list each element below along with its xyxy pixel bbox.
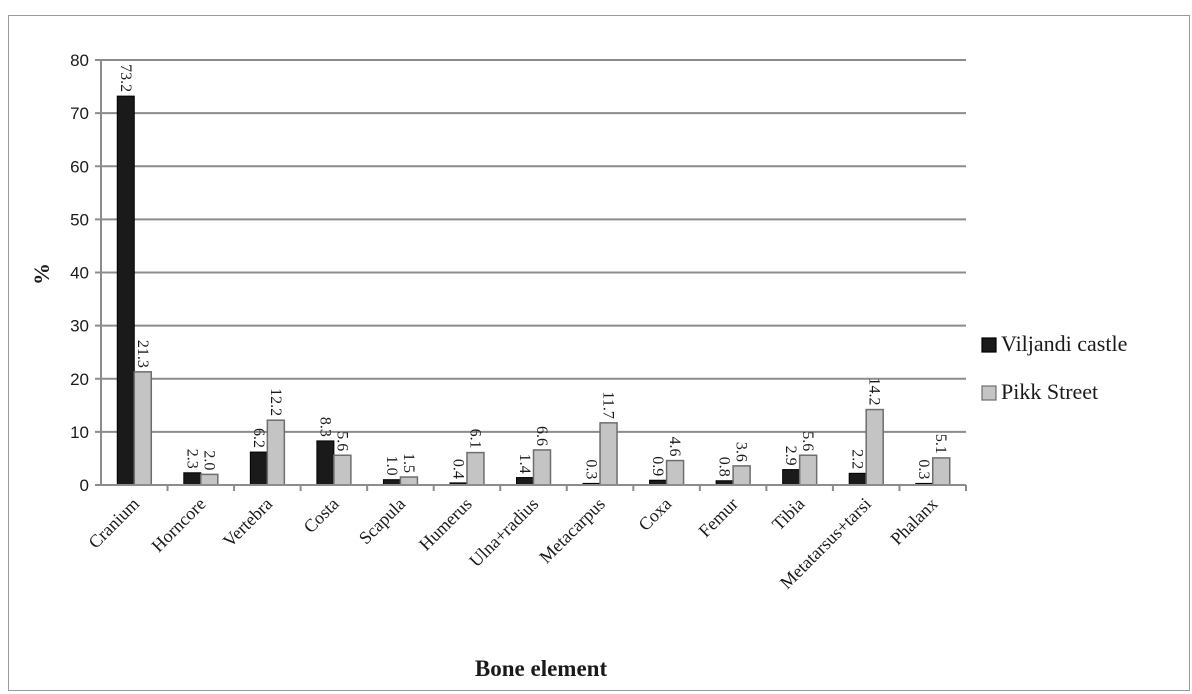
bar-pikk-street [599, 422, 618, 486]
data-label: 2.9 [782, 446, 799, 466]
bar-viljandi-castle [782, 469, 801, 486]
x-axis-ticks: Cranium Horncore Vertebra Costa Scapula Humer… [84, 485, 967, 593]
bar-pikk-street [665, 459, 685, 486]
data-label: 0.3 [915, 459, 932, 479]
data-label: 14.2 [866, 378, 883, 406]
category-label: Ulna+radius [465, 494, 542, 571]
y-tick-label: 40 [70, 264, 89, 283]
legend-label: Pikk Street [1001, 379, 1098, 404]
data-label: 2.0 [200, 450, 217, 470]
category-label: Vertebra [219, 494, 276, 551]
legend-swatch-viljandi-castle [981, 337, 997, 353]
legend: Viljandi castle Pikk Street [981, 331, 1127, 404]
y-tick-label: 60 [70, 157, 89, 176]
y-tick-label: 80 [70, 51, 89, 70]
bar-viljandi-castle [249, 451, 268, 486]
data-label: 0.8 [716, 457, 733, 477]
bar-pikk-street [865, 408, 884, 486]
bar-pikk-street [333, 454, 352, 486]
data-label: 6.1 [466, 429, 483, 449]
bar-chart: 0 10 20 30 40 50 60 70 80 73.2 21.3 2.3 2.0 6.212.2 8… [29, 51, 1127, 681]
y-tick-label: 50 [70, 210, 89, 229]
data-label: 73.2 [117, 64, 134, 92]
bar-pikk-street [532, 449, 552, 486]
y-axis-label: % [29, 263, 54, 285]
y-tick-label: 70 [70, 104, 89, 123]
data-label: 5.1 [932, 434, 949, 454]
y-tick-label: 10 [70, 423, 89, 442]
legend-swatch-pikk-street [981, 385, 997, 401]
y-tick-label: 30 [70, 317, 89, 336]
data-label: 11.7 [600, 391, 617, 418]
data-label: 1.4 [516, 454, 533, 474]
bar-pikk-street [798, 454, 818, 486]
bar-pikk-street [399, 476, 419, 486]
data-label: 12.2 [267, 388, 284, 416]
data-label: 2.2 [849, 449, 866, 469]
bar-viljandi-castle [848, 472, 867, 486]
data-label: 0.3 [583, 459, 600, 479]
grid-lines [101, 59, 966, 433]
category-label: Phalanx [886, 494, 941, 549]
bar-viljandi-castle [116, 95, 135, 486]
bar-viljandi-castle [516, 477, 534, 486]
data-label: 1.0 [383, 456, 400, 476]
category-label: Humerus [415, 494, 476, 555]
legend-label: Viljandi castle [1001, 331, 1127, 356]
x-axis-label: Bone element [475, 656, 608, 681]
data-label: 4.6 [666, 437, 683, 457]
category-label: Costa [300, 494, 343, 537]
data-label: 21.3 [134, 340, 151, 368]
category-label: Metacarpus [535, 494, 609, 568]
data-label: 5.6 [333, 431, 350, 451]
bar-viljandi-castle [183, 472, 202, 486]
bar-pikk-street [200, 473, 219, 486]
y-tick-label: 20 [70, 370, 89, 389]
data-label: 0.9 [649, 456, 666, 476]
category-label: Scapula [355, 494, 409, 548]
y-axis-ticks: 0 10 20 30 40 50 60 70 80 [70, 51, 101, 495]
bar-pikk-street [133, 371, 153, 486]
data-label: 2.3 [183, 449, 200, 469]
data-label: 6.2 [250, 428, 267, 448]
data-label: 6.6 [533, 426, 550, 446]
chart-frame: 0 10 20 30 40 50 60 70 80 73.2 21.3 2.3 2.0 6.2 12.2 8… [8, 15, 1190, 691]
data-label: 8.3 [316, 417, 333, 437]
data-label: 1.5 [400, 453, 417, 473]
y-tick-label: 0 [80, 476, 89, 495]
category-label: Cranium [84, 494, 143, 553]
category-label: Femur [695, 494, 742, 541]
category-label: Coxa [634, 494, 675, 535]
data-label: 5.6 [799, 431, 816, 451]
bar-pikk-street [931, 457, 951, 486]
data-labels: 73.221.32.3 2.06.212.28.35.61.0 1.5 0.46.11… [117, 64, 949, 479]
bar-pikk-street [266, 419, 286, 486]
bar-pikk-street [466, 451, 485, 486]
category-label: Tibia [768, 494, 809, 535]
bar-pikk-street [732, 465, 751, 486]
category-label: Horncore [147, 494, 209, 556]
data-label: 3.6 [733, 442, 750, 462]
data-label: 0.4 [449, 459, 466, 479]
bar-viljandi-castle [316, 440, 335, 486]
